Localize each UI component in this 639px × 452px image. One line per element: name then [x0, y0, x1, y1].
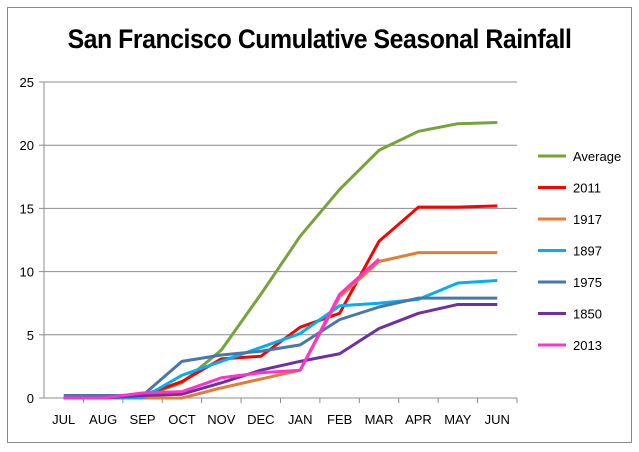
legend-label: Average [573, 149, 621, 164]
series-2011 [63, 204, 498, 400]
series-line [63, 120, 498, 400]
x-tick-label: APR [405, 412, 432, 427]
x-tick-label: NOV [207, 412, 236, 427]
series-line [63, 302, 498, 400]
x-tick-label: JUL [52, 412, 75, 427]
legend-label: 1975 [573, 275, 602, 290]
chart-title: San Francisco Cumulative Seasonal Rainfa… [67, 24, 572, 54]
x-tick-label: OCT [168, 412, 196, 427]
legend-label: 1917 [573, 212, 602, 227]
legend-label: 1897 [573, 244, 602, 259]
x-tick-label: DEC [247, 412, 274, 427]
series-line [63, 204, 498, 400]
y-tick-label: 15 [20, 201, 34, 216]
series-line [63, 251, 498, 400]
x-tick-label: SEP [130, 412, 156, 427]
series-1975 [63, 296, 498, 397]
series-1850 [63, 302, 498, 400]
series-average [63, 120, 498, 400]
y-tick-label: 0 [27, 391, 34, 406]
x-tick-label: AUG [89, 412, 117, 427]
chart-frame [7, 7, 632, 443]
x-tick-label: FEB [327, 412, 352, 427]
y-tick-label: 20 [20, 138, 34, 153]
series-2013 [63, 257, 381, 400]
x-tick-label: MAY [444, 412, 472, 427]
x-tick-label: MAR [365, 412, 394, 427]
y-tick-label: 10 [20, 265, 34, 280]
series-line [63, 257, 381, 400]
x-tick-label: JAN [288, 412, 313, 427]
series-1917 [63, 251, 498, 400]
legend-label: 1850 [573, 307, 602, 322]
legend-label: 2011 [573, 181, 601, 196]
legend-label: 2013 [573, 338, 602, 353]
y-tick-label: 25 [20, 75, 34, 90]
y-tick-label: 5 [27, 328, 34, 343]
x-tick-label: JUN [485, 412, 510, 427]
series-line [63, 296, 498, 397]
